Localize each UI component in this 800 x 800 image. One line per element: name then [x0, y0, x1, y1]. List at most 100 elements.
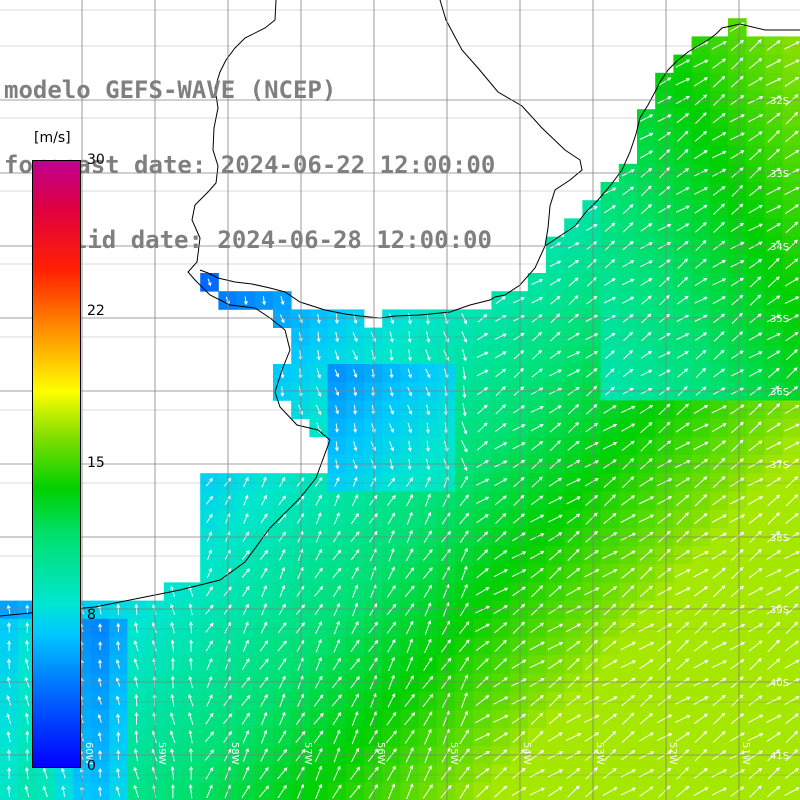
wind-vector-arrow	[333, 765, 341, 781]
wind-vector-arrow	[640, 295, 652, 305]
wind-vector-arrow	[694, 332, 708, 341]
wind-vector-arrow	[407, 368, 412, 379]
wind-vector-arrow	[6, 604, 11, 614]
wind-vector-arrow	[495, 404, 506, 415]
wind-vector-arrow	[243, 296, 248, 306]
wind-vector-arrow	[353, 423, 358, 434]
wind-vector-arrow	[459, 621, 470, 635]
wind-vector-arrow	[531, 368, 543, 378]
wind-vector-arrow	[495, 512, 507, 525]
wind-vector-arrow	[602, 551, 618, 559]
wind-vector-arrow	[387, 693, 396, 708]
wind-vector-arrow	[493, 587, 509, 596]
wind-vector-arrow	[475, 478, 490, 486]
wind-vector-arrow	[566, 513, 581, 524]
wind-vector-arrow	[494, 333, 507, 340]
wind-vector-arrow	[585, 512, 598, 525]
wind-vector-arrow	[748, 369, 763, 377]
wind-vector-arrow	[352, 602, 359, 617]
wind-vector-arrow	[206, 675, 213, 689]
wind-vector-arrow	[24, 676, 30, 688]
wind-vector-arrow	[731, 331, 744, 342]
wind-vector-arrow	[315, 638, 322, 653]
wind-vector-arrow	[567, 785, 580, 798]
wind-vector-arrow	[548, 585, 562, 598]
wind-vector-arrow	[426, 404, 431, 416]
wind-vector-arrow	[369, 603, 378, 616]
wind-vector-arrow	[694, 296, 708, 304]
wind-vector-arrow	[494, 639, 507, 653]
wind-vector-arrow	[353, 405, 358, 415]
wind-vector-arrow	[260, 621, 268, 634]
latitude-label: 36S	[770, 387, 789, 398]
wind-vector-arrow	[475, 714, 491, 724]
wind-vector-arrow	[423, 548, 433, 561]
wind-vector-arrow	[422, 693, 434, 708]
wind-vector-arrow	[729, 605, 745, 615]
wind-vector-arrow	[224, 477, 232, 487]
wind-vector-arrow	[387, 477, 396, 487]
wind-vector-arrow	[693, 441, 709, 450]
wind-vector-arrow	[641, 313, 652, 324]
wind-vector-arrow	[622, 368, 634, 378]
wind-vector-arrow	[767, 494, 781, 507]
wind-vector-arrow	[676, 314, 690, 322]
wind-vector-arrow	[116, 767, 120, 779]
wind-vector-arrow	[711, 660, 728, 669]
wind-vector-arrow	[460, 583, 468, 599]
wind-vector-arrow	[241, 784, 251, 798]
wind-vector-arrow	[657, 587, 673, 596]
wind-vector-arrow	[784, 569, 800, 578]
wind-vector-arrow	[656, 478, 673, 487]
wind-vector-arrow	[620, 405, 636, 414]
wind-vector-arrow	[295, 604, 305, 615]
wind-vector-arrow	[676, 148, 689, 161]
wind-vector-arrow	[693, 404, 709, 415]
wind-vector-arrow	[97, 786, 102, 797]
wind-vector-arrow	[513, 476, 525, 488]
wind-vector-arrow	[460, 475, 469, 489]
wind-vector-arrow	[495, 368, 507, 378]
wind-vector-arrow	[134, 730, 139, 744]
wind-vector-arrow	[512, 640, 526, 652]
wind-vector-arrow	[694, 494, 708, 507]
wind-vector-arrow	[766, 604, 782, 615]
latitude-label: 41S	[770, 751, 789, 762]
wind-vector-arrow	[620, 769, 636, 778]
wind-vector-arrow	[585, 658, 599, 671]
wind-vector-arrow	[747, 114, 764, 123]
latitude-label: 40S	[770, 678, 789, 689]
wind-vector-arrow	[422, 675, 434, 689]
wind-vector-arrow	[731, 566, 744, 580]
wind-vector-arrow	[712, 112, 726, 124]
wind-vector-arrow	[658, 369, 671, 377]
wind-vector-arrow	[406, 638, 413, 654]
wind-vector-arrow	[441, 512, 451, 525]
wind-vector-arrow	[188, 657, 193, 671]
wind-vector-arrow	[567, 548, 580, 561]
wind-vector-arrow	[425, 422, 430, 434]
wind-vector-arrow	[170, 639, 175, 652]
wind-vector-arrow	[729, 641, 746, 651]
longitude-label: 59W	[156, 742, 167, 765]
wind-vector-arrow	[621, 423, 636, 432]
wind-vector-arrow	[567, 440, 580, 451]
wind-vector-arrow	[387, 494, 396, 506]
wind-vector-arrow	[477, 422, 488, 433]
wind-vector-arrow	[676, 658, 690, 670]
wind-vector-arrow	[548, 732, 563, 742]
wind-vector-arrow	[511, 713, 527, 724]
wind-vector-arrow	[424, 728, 432, 745]
wind-vector-arrow	[260, 567, 268, 579]
wind-vector-arrow	[440, 639, 452, 653]
wind-vector-arrow	[425, 313, 430, 325]
wind-vector-arrow	[24, 712, 29, 725]
wind-vector-arrow	[277, 640, 287, 652]
wind-vector-arrow	[658, 313, 671, 323]
wind-vector-arrow	[729, 514, 746, 523]
wind-vector-arrow	[766, 314, 781, 323]
wind-vector-arrow	[459, 512, 470, 525]
wind-vector-arrow	[495, 296, 506, 305]
wind-vector-arrow	[548, 369, 562, 377]
wind-vector-arrow	[425, 440, 430, 453]
